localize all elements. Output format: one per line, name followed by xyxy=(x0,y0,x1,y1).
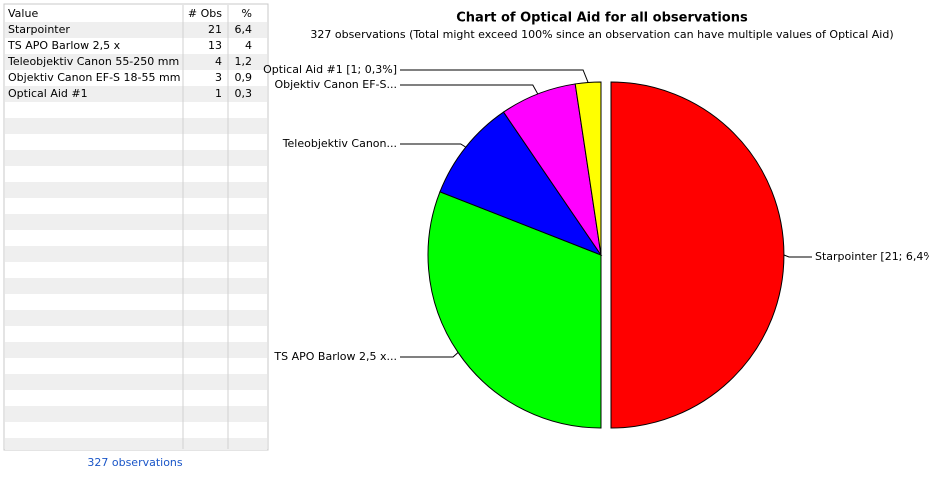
row-stripe xyxy=(5,182,267,198)
row-stripe xyxy=(5,118,267,134)
table-cell: 6,4 xyxy=(235,23,253,36)
row-stripe xyxy=(5,278,267,294)
pie-slice xyxy=(427,191,602,429)
row-stripe xyxy=(5,438,267,450)
column-header: # Obs xyxy=(188,7,222,20)
row-stripe xyxy=(5,310,267,326)
table-cell: 4 xyxy=(215,55,222,68)
pie-slice xyxy=(574,81,602,256)
slice-label: Starpointer [21; 6,4%] xyxy=(815,250,929,263)
leader-line xyxy=(400,352,459,358)
chart-subtitle: 327 observations (Total might exceed 100… xyxy=(310,28,893,41)
row-stripe xyxy=(5,150,267,166)
table-cell: Objektiv Canon EF-S 18-55 mm xyxy=(8,71,180,84)
table-cell: 1,2 xyxy=(235,55,253,68)
slice-label: Teleobjektiv Canon... xyxy=(282,137,397,150)
table-cell: 4 xyxy=(245,39,252,52)
table-cell: Teleobjektiv Canon 55-250 mm xyxy=(7,55,179,68)
row-stripe xyxy=(5,54,267,70)
row-stripe xyxy=(5,214,267,230)
table-cell: 0,3 xyxy=(235,87,253,100)
column-header: Value xyxy=(8,7,38,20)
slice-label: TS APO Barlow 2,5 x... xyxy=(273,350,397,363)
row-stripe xyxy=(5,342,267,358)
slice-label: Optical Aid #1 [1; 0,3%] xyxy=(263,63,397,76)
leader-line xyxy=(400,143,467,148)
row-stripe xyxy=(5,246,267,262)
footer[interactable]: 327 observations xyxy=(87,456,183,469)
pie-chart: Chart of Optical Aid for all observation… xyxy=(263,11,929,429)
row-stripe xyxy=(5,22,267,38)
table-cell: 21 xyxy=(208,23,222,36)
table-cell: 1 xyxy=(215,87,222,100)
pie-slice xyxy=(610,81,785,429)
row-stripe xyxy=(5,86,267,102)
leader-line xyxy=(400,69,589,83)
table-cell: Optical Aid #1 xyxy=(8,87,88,100)
leader-line xyxy=(783,254,812,258)
table-cell: TS APO Barlow 2,5 x xyxy=(7,39,121,52)
row-stripe xyxy=(5,406,267,422)
column-header: % xyxy=(242,7,252,20)
table-cell: 0,9 xyxy=(235,71,253,84)
table: Value # Obs % Starpointer 21 6,4 TS APO Barlow… xyxy=(3,3,269,451)
leader-line xyxy=(400,84,539,95)
chart-title: Chart of Optical Aid for all observation… xyxy=(456,11,748,26)
row-stripe xyxy=(5,374,267,390)
slice-label: Objektiv Canon EF-S... xyxy=(274,78,397,91)
table-cell: Starpointer xyxy=(8,23,70,36)
pie-slice xyxy=(439,111,603,257)
table-cell: 3 xyxy=(215,71,222,84)
table-cell: 13 xyxy=(208,39,222,52)
